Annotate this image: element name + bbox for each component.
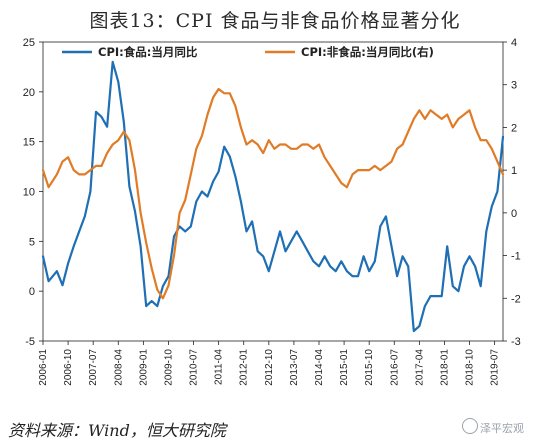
y-right-tick-label: -3 — [511, 336, 521, 348]
chart-title: 图表13：CPI 食品与非食品价格显著分化 — [89, 10, 461, 32]
y-right-tick-label: 1 — [511, 165, 517, 177]
y-left-tick-label: 25 — [23, 37, 35, 49]
y-right-tick-label: 4 — [511, 37, 517, 49]
chart-legend: CPI:食品:当月同比 CPI:非食品:当月同比(右) — [62, 45, 434, 59]
x-tick-label: 2015-01 — [339, 349, 350, 386]
x-tick-label: 2012-01 — [239, 349, 250, 386]
y-right-tick-label: 2 — [511, 122, 517, 134]
y-left-tick-label: 5 — [29, 236, 35, 248]
x-tick-label: 2018-10 — [465, 349, 476, 386]
x-tick-label: 2011-04 — [214, 349, 225, 385]
source-note: 资料来源：Wind，恒大研究院 — [8, 421, 226, 440]
y-right-tick-label: -2 — [511, 293, 521, 305]
x-tick-label: 2016-07 — [389, 349, 400, 386]
x-tick-label: 2009-10 — [163, 349, 174, 386]
x-tick-label: 2019-07 — [490, 349, 501, 386]
legend-label: CPI:食品:当月同比 — [98, 45, 198, 59]
watermark-label: 泽平宏观 — [480, 422, 524, 435]
x-tick-label: 2008-04 — [113, 349, 124, 386]
y-left-tick-label: 0 — [29, 286, 35, 298]
x-tick-label: 2013-07 — [289, 349, 300, 386]
x-tick-label: 2007-07 — [88, 349, 99, 386]
x-tick-label: 2015-10 — [364, 349, 375, 386]
y-left-tick-label: 10 — [23, 187, 35, 199]
x-tick-label: 2018-01 — [439, 349, 450, 386]
y-left-tick-label: -5 — [25, 336, 35, 348]
series-layer — [41, 60, 505, 333]
y-right-tick-label: 3 — [511, 80, 517, 92]
x-tick-label: 2014-04 — [314, 349, 325, 386]
y-right-tick-label: 0 — [511, 208, 517, 220]
wechat-icon — [462, 418, 478, 434]
x-tick-label: 2006-10 — [63, 349, 74, 386]
x-tick-label: 2009-01 — [138, 349, 149, 386]
y-left-tick-label: 15 — [23, 137, 35, 149]
x-tick-label: 2010-07 — [189, 349, 200, 386]
legend-label: CPI:非食品:当月同比(右) — [301, 45, 434, 59]
series-line-food — [41, 60, 505, 333]
chart-axes: -5 0 5 10 15 20 25 -3 -2 -1 0 1 2 3 4 2006-01 2006-10 200… — [23, 37, 521, 386]
x-tick-label: 2012-10 — [264, 349, 275, 386]
x-tick-label: 2006-01 — [38, 349, 49, 386]
y-right-tick-label: -1 — [511, 251, 521, 263]
y-left-tick-label: 20 — [23, 87, 35, 99]
series-line-nonfood — [41, 87, 505, 300]
x-tick-label: 2017-04 — [414, 349, 425, 386]
